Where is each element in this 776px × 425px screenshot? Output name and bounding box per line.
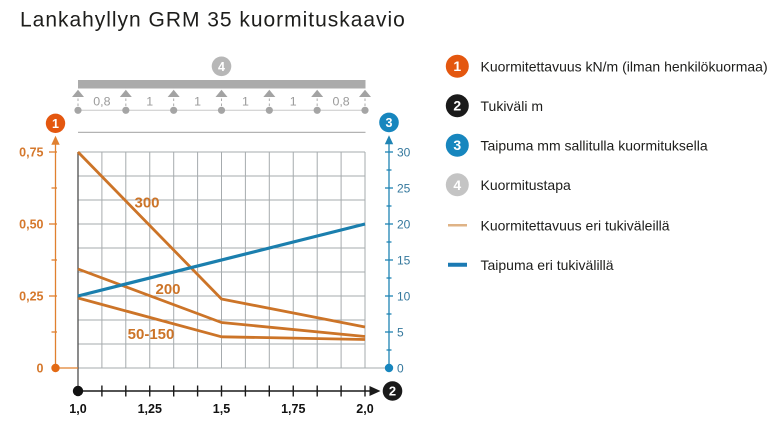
svg-text:Kuormitustapa: Kuormitustapa [481,177,571,193]
svg-text:2: 2 [389,384,396,399]
svg-text:10: 10 [397,289,411,303]
svg-text:15: 15 [397,253,411,267]
svg-text:200: 200 [155,281,180,298]
svg-text:0,75: 0,75 [19,145,43,159]
svg-text:25: 25 [397,181,411,195]
svg-text:1: 1 [146,95,153,109]
svg-text:1,75: 1,75 [281,402,305,416]
svg-text:0: 0 [397,361,404,375]
svg-text:300: 300 [134,195,159,212]
svg-text:2: 2 [453,98,461,114]
svg-text:Kuormitettavuus eri tukiväleil: Kuormitettavuus eri tukiväleillä [481,218,670,234]
svg-text:1: 1 [52,117,59,131]
svg-text:5: 5 [397,325,404,339]
svg-text:1: 1 [290,95,297,109]
svg-text:Lankahyllyn GRM 35 kuormituska: Lankahyllyn GRM 35 kuormituskaavio [20,9,406,32]
svg-text:Taipuma mm sallitulla kuormitu: Taipuma mm sallitulla kuormituksella [481,138,708,154]
svg-text:1,25: 1,25 [138,402,162,416]
svg-text:4: 4 [218,60,225,74]
svg-text:3: 3 [386,116,393,130]
svg-text:4: 4 [453,177,461,193]
svg-text:Taipuma eri tukivälillä: Taipuma eri tukivälillä [481,257,614,273]
svg-text:Kuormitettavuus kN/m (ilman he: Kuormitettavuus kN/m (ilman henkilökuorm… [481,59,768,75]
svg-text:1,5: 1,5 [213,402,230,416]
svg-text:1: 1 [242,95,249,109]
svg-text:0,25: 0,25 [19,289,43,303]
svg-text:0,8: 0,8 [332,95,349,109]
svg-text:50-150: 50-150 [128,326,175,343]
svg-text:1,0: 1,0 [69,402,86,416]
svg-text:1: 1 [453,58,461,74]
svg-text:3: 3 [453,137,461,153]
svg-text:0,50: 0,50 [19,217,43,231]
svg-text:0,8: 0,8 [93,95,110,109]
svg-text:2,0: 2,0 [356,402,373,416]
svg-text:0: 0 [37,361,44,375]
svg-text:20: 20 [397,217,411,231]
svg-text:1: 1 [194,95,201,109]
svg-text:Tukiväli m: Tukiväli m [481,98,544,114]
svg-text:30: 30 [397,145,411,159]
